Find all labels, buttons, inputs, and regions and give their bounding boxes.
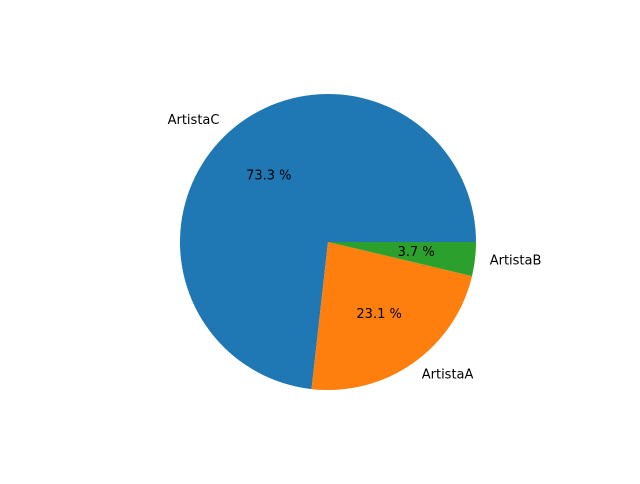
slice-label-artistab: ArtistaB [490,253,542,268]
slice-label-artistaa: ArtistaA [422,368,474,383]
pie-slices [180,94,476,390]
slice-percent-artistab: 3.7 % [398,245,435,260]
slice-label-artistac: ArtistaC [168,113,220,128]
slice-percent-artistac: 73.3 % [246,168,291,183]
slice-percent-artistaa: 23.1 % [356,307,401,322]
